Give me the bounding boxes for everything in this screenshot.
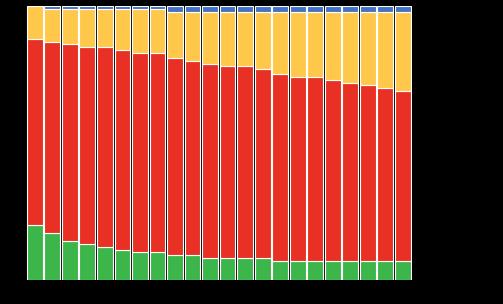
Bar [79, 9, 95, 47]
Bar [220, 12, 235, 66]
Bar [79, 47, 95, 244]
Bar [377, 12, 393, 88]
Bar [307, 77, 323, 261]
Bar [220, 258, 235, 280]
Bar [395, 261, 411, 280]
Bar [307, 12, 323, 77]
Bar [343, 261, 358, 280]
Bar [343, 6, 358, 12]
Bar [377, 6, 393, 12]
Bar [167, 6, 183, 12]
Bar [149, 252, 165, 280]
Bar [325, 80, 341, 261]
Bar [202, 12, 218, 64]
Bar [325, 12, 341, 80]
Bar [255, 69, 271, 258]
Bar [255, 6, 271, 12]
Bar [97, 47, 113, 247]
Bar [325, 261, 341, 280]
Bar [325, 6, 341, 12]
Bar [272, 6, 288, 12]
Bar [185, 6, 200, 12]
Bar [44, 9, 60, 42]
Bar [132, 6, 148, 9]
Bar [185, 12, 200, 61]
Bar [307, 261, 323, 280]
Bar [62, 9, 78, 44]
Bar [132, 53, 148, 252]
Bar [167, 58, 183, 255]
Bar [79, 244, 95, 280]
Bar [27, 6, 43, 39]
Bar [395, 12, 411, 91]
Bar [377, 88, 393, 261]
Bar [167, 12, 183, 58]
Bar [97, 6, 113, 9]
Bar [272, 74, 288, 261]
Bar [62, 44, 78, 241]
Bar [307, 6, 323, 12]
Bar [272, 12, 288, 74]
Bar [185, 255, 200, 280]
Bar [97, 9, 113, 47]
Bar [290, 77, 305, 261]
Bar [395, 91, 411, 261]
Bar [360, 261, 376, 280]
Bar [202, 258, 218, 280]
Bar [237, 258, 253, 280]
Bar [290, 12, 305, 77]
Bar [237, 12, 253, 66]
Bar [255, 258, 271, 280]
Bar [132, 9, 148, 53]
Bar [360, 85, 376, 261]
Bar [237, 66, 253, 258]
Bar [115, 50, 130, 250]
Bar [44, 6, 60, 9]
Bar [149, 9, 165, 53]
Bar [115, 250, 130, 280]
Bar [290, 6, 305, 12]
Bar [62, 241, 78, 280]
Bar [115, 6, 130, 9]
Bar [79, 6, 95, 9]
Bar [220, 66, 235, 258]
Bar [237, 6, 253, 12]
Bar [27, 39, 43, 225]
Bar [132, 252, 148, 280]
Bar [343, 83, 358, 261]
Bar [202, 6, 218, 12]
Bar [395, 6, 411, 12]
Bar [44, 42, 60, 233]
Bar [377, 261, 393, 280]
Bar [44, 233, 60, 280]
Bar [149, 6, 165, 9]
Bar [220, 6, 235, 12]
Bar [255, 12, 271, 69]
Bar [360, 6, 376, 12]
Bar [360, 12, 376, 85]
Bar [185, 61, 200, 255]
Bar [62, 6, 78, 9]
Bar [27, 225, 43, 280]
Bar [290, 261, 305, 280]
Bar [167, 255, 183, 280]
Bar [343, 12, 358, 83]
Bar [272, 261, 288, 280]
Bar [97, 247, 113, 280]
Bar [115, 9, 130, 50]
Bar [149, 53, 165, 252]
Bar [202, 64, 218, 258]
